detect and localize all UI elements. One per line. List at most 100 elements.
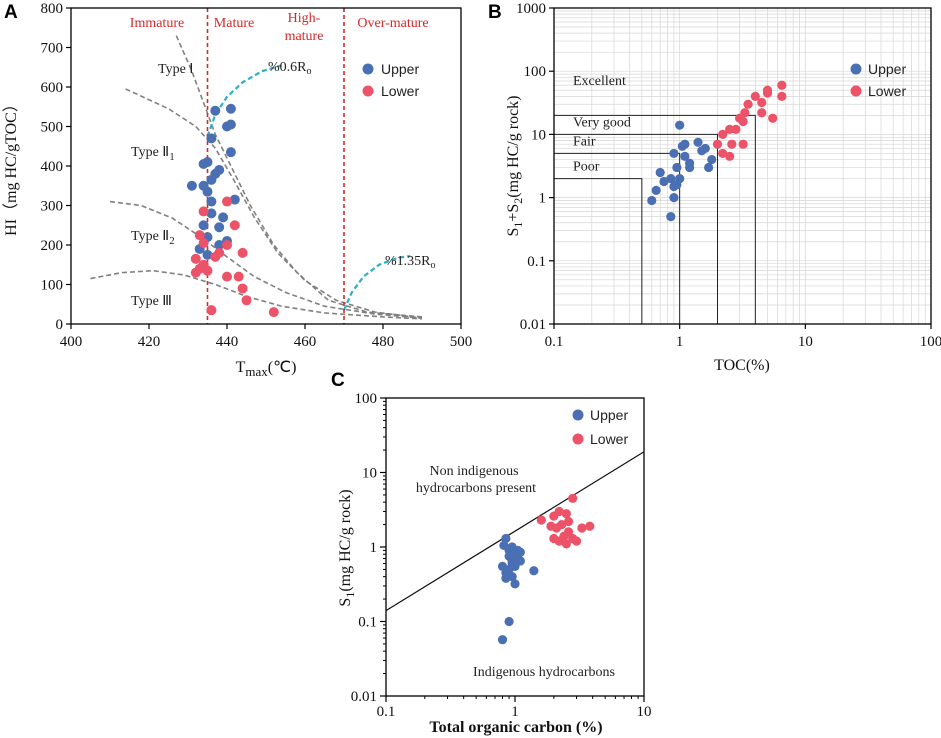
- data-point-upper: [186, 180, 197, 191]
- data-point-upper: [697, 146, 707, 156]
- region-label-non-indigenous-2: hydrocarbons present: [416, 481, 536, 496]
- data-point-lower: [561, 539, 571, 549]
- x-axis-label: Tmax(℃): [236, 359, 297, 379]
- ro-1.35-curve: [342, 254, 411, 311]
- data-point-upper: [675, 120, 685, 130]
- y-axis-label-part: (mg HC/g rock): [337, 489, 354, 591]
- legend-marker-lower: [850, 85, 862, 97]
- data-point-upper: [669, 193, 679, 203]
- data-point-upper: [510, 561, 520, 571]
- panel-a-plot-frame: [70, 7, 462, 325]
- legend-label-lower: Lower: [381, 83, 419, 99]
- data-point-upper: [647, 195, 657, 206]
- class-label-very-good: Very good: [573, 115, 631, 130]
- ro-0.6-curve: [206, 64, 282, 137]
- data-point-lower: [198, 206, 209, 217]
- y-axis-label-part: +S: [505, 204, 522, 222]
- legend-marker-lower: [362, 85, 374, 97]
- y-tick-label: 1000: [516, 1, 546, 17]
- data-point-upper: [672, 180, 682, 190]
- data-point-upper: [202, 186, 213, 197]
- legend-marker-upper: [850, 63, 862, 75]
- data-point-upper: [529, 566, 539, 576]
- zone-label-high: High-: [288, 11, 321, 26]
- x-tick-label: 0.1: [377, 704, 396, 720]
- y-axis-label-part: 2: [511, 198, 525, 204]
- data-point-upper: [677, 141, 687, 151]
- data-point-upper: [214, 222, 225, 233]
- legend-label-upper: Upper: [381, 61, 419, 77]
- data-point-lower: [237, 283, 248, 294]
- data-point-upper: [198, 159, 209, 170]
- data-point-lower: [727, 139, 737, 149]
- x-tick-label: 1: [511, 704, 519, 720]
- data-point-upper: [225, 147, 236, 158]
- data-point-lower: [536, 515, 546, 525]
- legend-marker-upper: [362, 63, 374, 75]
- ro-label-1: %0.6Ro: [268, 60, 312, 77]
- y-tick-label: 0.1: [527, 254, 546, 270]
- data-point-lower: [222, 240, 232, 250]
- data-point-lower: [190, 253, 201, 264]
- data-point-lower: [571, 536, 582, 546]
- class-label-poor: Poor: [573, 160, 600, 175]
- data-point-lower: [554, 536, 564, 546]
- y-axis-label-part: 1: [343, 592, 357, 598]
- y-tick-label: 0: [56, 317, 64, 333]
- data-point-lower: [750, 91, 760, 101]
- data-point-upper: [218, 212, 229, 223]
- data-point-lower: [718, 129, 728, 139]
- data-point-upper: [685, 162, 695, 173]
- panel-b-letter: B: [488, 2, 502, 23]
- type-subscript: 1: [169, 151, 175, 163]
- panel-c-letter: C: [331, 370, 345, 391]
- data-point-lower: [725, 124, 735, 134]
- panel-b-plot-frame: [553, 7, 932, 325]
- data-point-upper: [229, 194, 240, 205]
- data-point-lower: [198, 238, 209, 249]
- x-tick-label: 100: [920, 334, 941, 350]
- panel-a-letter: A: [4, 2, 18, 23]
- type-label-4: Type Ⅲ: [131, 294, 172, 309]
- data-point-upper: [680, 151, 690, 161]
- x-tick-label: 420: [138, 334, 161, 350]
- type-boundary-curve-3: [109, 200, 423, 319]
- data-point-lower: [563, 527, 574, 537]
- data-point-lower: [241, 295, 252, 306]
- y-tick-label: 500: [41, 120, 64, 136]
- data-point-upper: [704, 162, 714, 173]
- legend-marker-upper: [572, 409, 584, 421]
- data-point-lower: [762, 88, 773, 98]
- data-point-upper: [206, 196, 217, 207]
- ro-label-2: %1.35Ro: [385, 254, 436, 271]
- class-boundary-poor: [554, 178, 643, 324]
- x-tick-label: 400: [60, 334, 83, 350]
- legend-label-lower: Lower: [868, 83, 906, 99]
- class-label-fair: Fair: [573, 134, 596, 149]
- legend-label-upper: Upper: [590, 407, 628, 423]
- data-point-lower: [222, 271, 232, 282]
- x-tick-label: 440: [216, 334, 239, 350]
- data-point-lower: [738, 116, 748, 127]
- data-point-lower: [563, 516, 574, 527]
- type-label-1: Type Ⅰ: [158, 62, 193, 77]
- legend-label-lower: Lower: [590, 431, 628, 447]
- data-point-upper: [497, 635, 508, 645]
- data-point-upper: [513, 545, 523, 556]
- data-point-lower: [190, 267, 201, 278]
- region-label-non-indigenous-1: Non indigenous: [429, 464, 518, 479]
- data-point-lower: [568, 493, 578, 503]
- data-point-lower: [561, 509, 571, 519]
- y-tick-label: 100: [524, 64, 547, 80]
- zone-label-mature: Mature: [214, 16, 254, 31]
- x-tick-label: 460: [294, 334, 317, 350]
- panel-a: Immature Mature High-mature Over-mature Type…: [2, 1, 472, 379]
- data-point-lower: [237, 247, 248, 258]
- data-point-upper: [198, 220, 209, 231]
- x-tick-label: 10: [637, 704, 652, 720]
- data-point-lower: [229, 220, 240, 231]
- zone-label-immature: Immature: [130, 16, 184, 31]
- data-point-upper: [651, 185, 661, 195]
